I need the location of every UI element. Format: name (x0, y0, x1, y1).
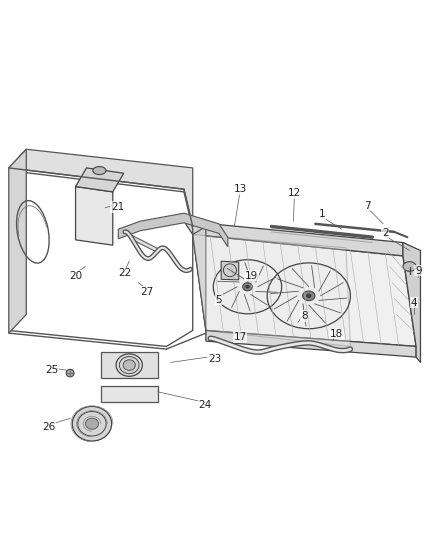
Polygon shape (184, 221, 403, 256)
Ellipse shape (303, 291, 315, 301)
Text: 27: 27 (140, 287, 153, 296)
Text: 1: 1 (318, 209, 325, 219)
Text: 19: 19 (245, 271, 258, 280)
Text: 22: 22 (118, 269, 131, 278)
Text: 25: 25 (45, 366, 58, 375)
Text: 5: 5 (215, 295, 223, 304)
Text: 24: 24 (198, 400, 212, 410)
Polygon shape (193, 227, 206, 330)
Text: 13: 13 (233, 184, 247, 194)
Text: 23: 23 (208, 354, 221, 364)
Ellipse shape (243, 282, 252, 291)
Text: 4: 4 (410, 298, 417, 308)
Text: 8: 8 (301, 311, 308, 321)
Polygon shape (403, 243, 420, 362)
Ellipse shape (246, 286, 249, 288)
Text: 12: 12 (288, 188, 301, 198)
Polygon shape (75, 187, 113, 245)
Ellipse shape (72, 406, 112, 441)
Ellipse shape (123, 360, 135, 370)
Ellipse shape (119, 357, 139, 374)
Text: 9: 9 (415, 266, 422, 276)
Polygon shape (101, 352, 158, 378)
Text: 18: 18 (330, 329, 343, 338)
Polygon shape (118, 213, 228, 247)
Text: 21: 21 (111, 202, 124, 212)
Text: 17: 17 (233, 332, 247, 342)
Ellipse shape (85, 418, 99, 430)
Ellipse shape (93, 166, 106, 175)
Text: 2: 2 (382, 229, 389, 238)
Ellipse shape (403, 262, 416, 271)
Text: 7: 7 (364, 201, 371, 211)
Polygon shape (75, 168, 124, 192)
Text: 26: 26 (42, 423, 56, 432)
Polygon shape (206, 330, 416, 357)
Polygon shape (221, 261, 239, 280)
Ellipse shape (66, 369, 74, 377)
Polygon shape (193, 235, 416, 346)
Polygon shape (193, 235, 350, 346)
Polygon shape (9, 149, 26, 333)
Ellipse shape (307, 294, 311, 297)
Text: 20: 20 (70, 271, 83, 280)
Polygon shape (101, 386, 158, 402)
Polygon shape (9, 149, 193, 227)
